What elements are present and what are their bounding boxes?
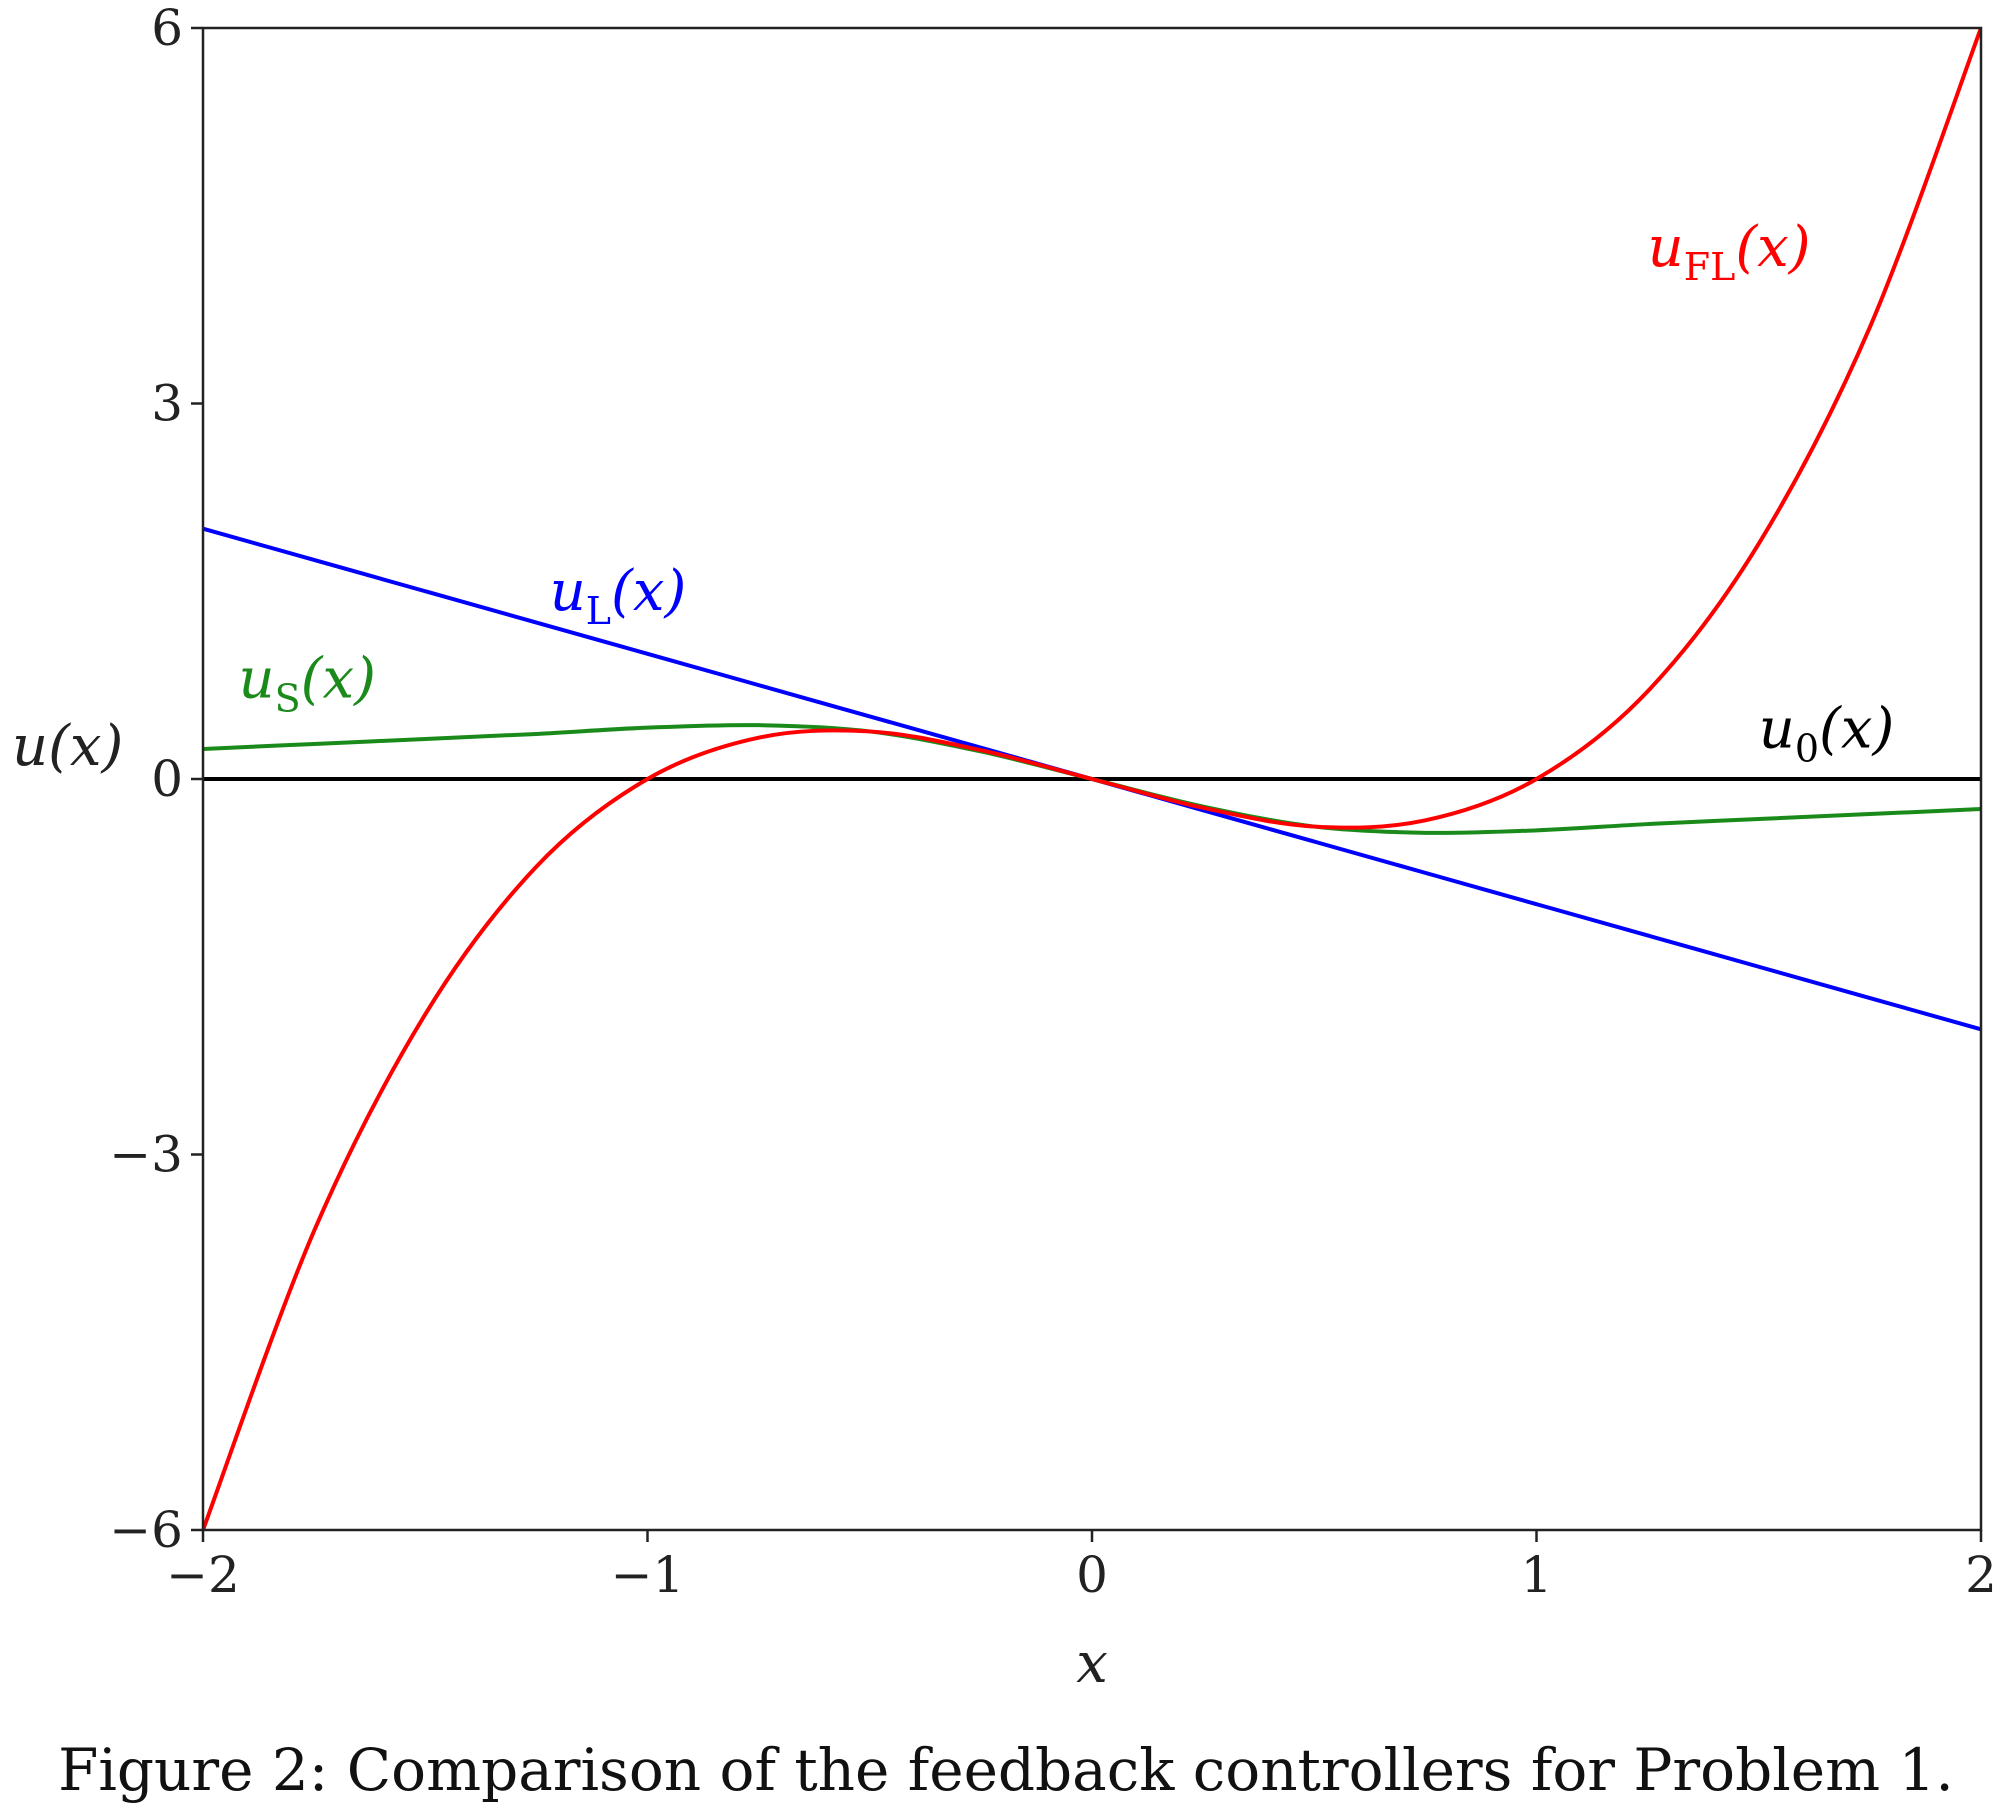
x-tick-label: −2 [166, 1546, 240, 1604]
y-tick-label: 0 [151, 750, 183, 808]
series-label-0: uFL(x) [1648, 215, 1811, 289]
series-labels: uFL(x) uL(x) uS(x) u0(x) [239, 215, 1895, 771]
series-line-0 [203, 28, 1981, 1530]
series-label-3: u0(x) [1759, 697, 1895, 771]
x-tick-label: 2 [1965, 1546, 1997, 1604]
y-axis-label: u(x) [12, 714, 123, 779]
x-tick-label: 0 [1076, 1546, 1108, 1604]
series-label-1: uL(x) [550, 559, 687, 633]
y-tick-label: 3 [151, 375, 183, 433]
x-tick-label: 1 [1521, 1546, 1553, 1604]
y-tick-label: −6 [109, 1501, 183, 1559]
x-tick-label: −1 [611, 1546, 685, 1604]
series-layer [203, 28, 1981, 1530]
x-axis-label: x [1076, 1631, 1108, 1696]
y-tick-label: −3 [109, 1126, 183, 1184]
series-label-2: uS(x) [239, 647, 376, 721]
figure-caption: Figure 2: Comparison of the feedback con… [58, 1736, 1954, 1804]
ticks-layer: −2 −1 0 1 2 −6 −3 0 3 6 [109, 0, 1997, 1604]
y-tick-label: 6 [151, 0, 183, 57]
